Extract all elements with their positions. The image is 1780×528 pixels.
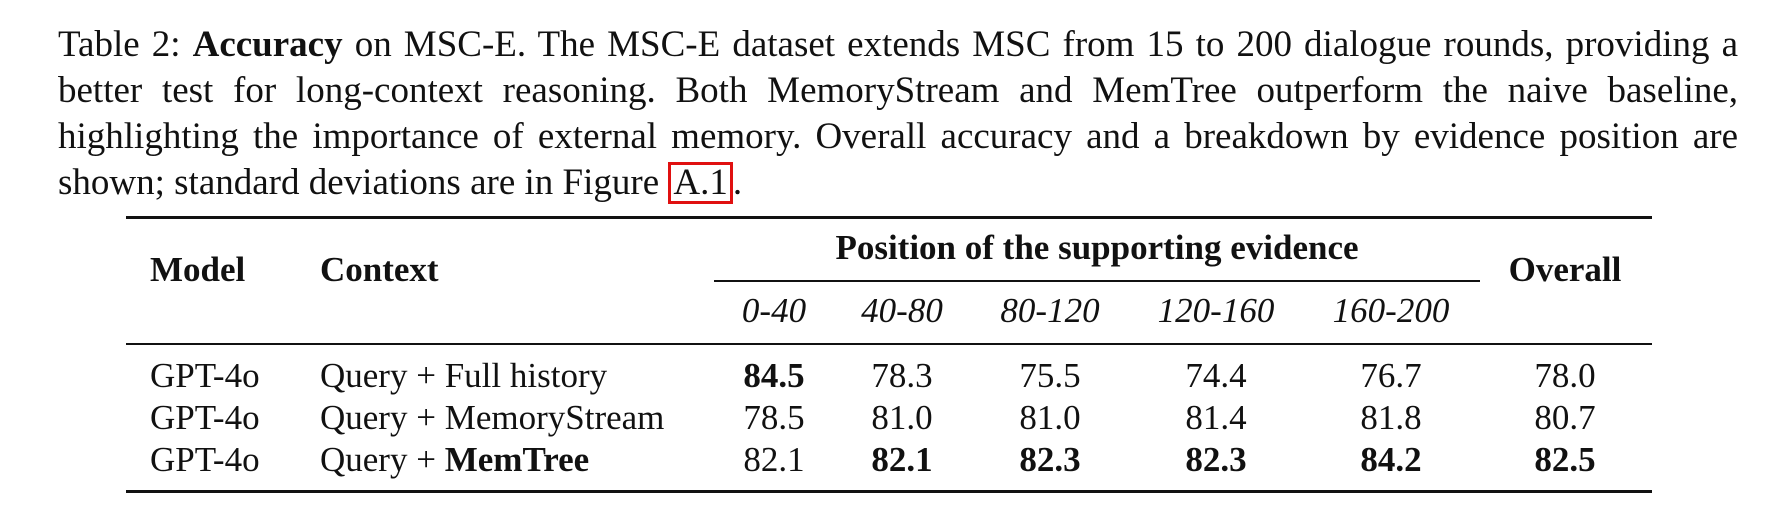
row-1-context-prefix: Query + [320,398,445,437]
row-0-value-0: 84.5 [743,356,805,395]
header-overall: Overall [1508,250,1622,289]
row-0-value-1: 78.3 [871,356,933,395]
row-0-context-name: Full history [444,356,608,395]
header-position-0: 0-40 [741,291,807,330]
figure-reference-link[interactable]: A.1 [668,162,733,204]
position-group-rule [714,280,1480,282]
row-2-value-4: 84.2 [1360,440,1422,479]
row-2-value-2: 82.3 [1019,440,1081,479]
row-1-value-3: 81.4 [1185,398,1247,437]
caption-text: on MSC-E. The MSC-E dataset extends MSC … [58,24,1739,203]
row-2-value-1: 82.1 [871,440,933,479]
table-bottom-rule [126,490,1652,493]
row-2-context: Query + MemTree [320,440,589,480]
row-1-value-4: 81.8 [1360,398,1422,437]
row-1-context-name: MemoryStream [444,398,665,437]
row-2-context-name: MemTree [444,440,590,479]
caption-end: . [732,162,743,203]
header-position-2: 80-120 [1000,291,1100,330]
table-top-rule [126,216,1652,219]
header-position-group: Position of the supporting evidence [835,228,1359,267]
row-0-value-4: 76.7 [1360,356,1422,395]
header-position-1: 40-80 [861,291,943,330]
row-1-value-1: 81.0 [871,398,933,437]
row-2-overall: 82.5 [1534,440,1596,479]
row-0-value-3: 74.4 [1185,356,1247,395]
header-position-4: 160-200 [1332,291,1450,330]
row-1-context: Query + MemoryStream [320,398,664,438]
table-header-rule [126,343,1652,345]
row-2-context-prefix: Query + [320,440,445,479]
table-caption: Table 2: Accuracy on MSC-E. The MSC-E da… [58,22,1738,206]
row-2-value-0: 82.1 [743,440,805,479]
header-context: Context [320,250,439,289]
header-position-3: 120-160 [1157,291,1275,330]
row-0-value-2: 75.5 [1019,356,1081,395]
row-0-context-prefix: Query + [320,356,445,395]
row-1-overall: 80.7 [1534,398,1596,437]
header-model: Model [150,250,246,289]
row-0-overall: 78.0 [1534,356,1596,395]
caption-bold-term: Accuracy [192,24,343,65]
row-0-model: GPT-4o [150,356,260,395]
row-1-value-0: 78.5 [743,398,805,437]
row-2-value-3: 82.3 [1185,440,1247,479]
row-1-model: GPT-4o [150,398,260,437]
row-2-model: GPT-4o [150,440,260,479]
row-0-context: Query + Full history [320,356,607,396]
caption-label: Table 2: [58,24,181,65]
row-1-value-2: 81.0 [1019,398,1081,437]
